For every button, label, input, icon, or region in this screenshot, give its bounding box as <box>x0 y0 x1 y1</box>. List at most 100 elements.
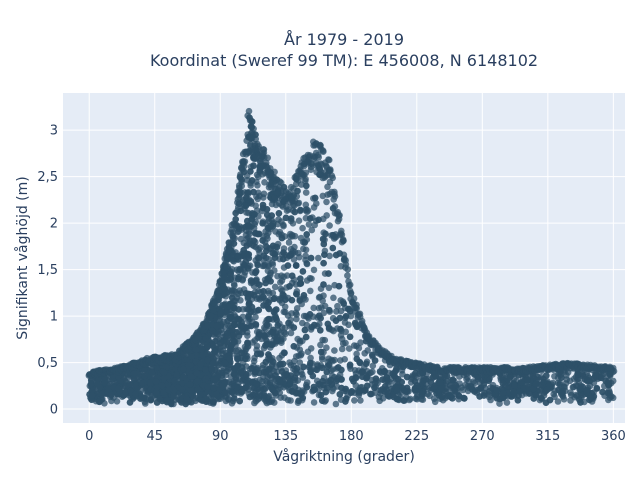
data-point <box>210 384 218 392</box>
data-point <box>271 267 278 274</box>
data-point <box>153 389 160 397</box>
data-point <box>342 261 350 268</box>
data-point <box>299 319 306 327</box>
data-point <box>344 272 351 279</box>
data-point <box>307 254 315 262</box>
data-point <box>329 244 337 252</box>
data-point <box>148 369 156 377</box>
data-point <box>328 172 336 179</box>
data-point <box>197 360 205 368</box>
data-point <box>247 277 255 284</box>
data-point <box>449 376 457 384</box>
data-point <box>238 322 245 330</box>
data-point <box>321 336 329 344</box>
data-point <box>526 390 533 397</box>
data-point <box>302 252 309 260</box>
data-point <box>259 237 266 244</box>
data-point <box>250 125 257 133</box>
data-point <box>254 261 261 269</box>
data-point <box>356 358 363 366</box>
data-point <box>236 397 243 405</box>
data-point <box>268 212 276 219</box>
data-point <box>300 363 307 371</box>
data-point <box>563 372 570 379</box>
data-point <box>309 372 317 380</box>
data-point <box>452 382 460 389</box>
data-point <box>224 329 231 337</box>
data-point <box>293 193 301 200</box>
chart-title-line-2: Koordinat (Sweref 99 TM): E 456008, N 61… <box>150 51 538 70</box>
data-point <box>252 243 260 251</box>
data-point <box>287 215 295 222</box>
data-point <box>230 338 238 346</box>
data-point <box>308 226 316 234</box>
data-point <box>332 400 340 408</box>
data-point <box>284 262 292 269</box>
data-point <box>325 284 333 292</box>
data-point <box>263 206 271 213</box>
data-point <box>101 378 108 386</box>
data-point <box>464 374 471 381</box>
data-point <box>292 353 300 360</box>
data-point <box>274 272 281 280</box>
data-point <box>170 386 178 394</box>
data-point <box>239 328 246 336</box>
data-point <box>341 356 349 363</box>
data-point <box>337 332 345 339</box>
data-point <box>323 344 330 352</box>
data-point <box>307 287 314 295</box>
data-point <box>265 351 272 358</box>
data-point <box>311 142 319 149</box>
data-point <box>241 158 249 165</box>
data-point <box>152 378 160 386</box>
data-point <box>291 374 299 382</box>
grid-lines <box>63 93 625 423</box>
data-point <box>569 383 577 391</box>
data-point <box>567 397 574 404</box>
data-point <box>283 371 291 378</box>
data-point <box>316 320 323 328</box>
data-point <box>277 360 284 368</box>
data-point <box>331 203 339 210</box>
data-point <box>310 399 318 406</box>
data-point <box>98 391 106 398</box>
data-point <box>277 279 284 286</box>
data-point <box>194 378 201 385</box>
data-point <box>493 386 500 394</box>
data-point <box>363 373 371 381</box>
data-point <box>331 356 338 364</box>
data-point <box>249 339 256 346</box>
data-point <box>593 385 601 392</box>
data-point <box>226 355 233 363</box>
data-point <box>487 396 494 404</box>
data-point <box>280 187 287 195</box>
data-point <box>208 365 216 373</box>
data-point <box>262 279 269 287</box>
data-point <box>326 306 333 314</box>
data-point <box>279 255 287 263</box>
data-point <box>282 296 289 304</box>
data-point <box>269 242 277 250</box>
data-point <box>288 296 296 304</box>
data-point <box>598 374 605 382</box>
data-point <box>426 392 433 400</box>
data-point <box>320 148 327 155</box>
data-point <box>126 399 134 406</box>
data-point <box>280 273 288 281</box>
data-point <box>351 367 359 374</box>
data-point <box>242 371 250 378</box>
data-point <box>282 330 289 338</box>
data-point <box>346 333 354 341</box>
data-point <box>98 396 105 403</box>
data-point <box>275 210 283 217</box>
data-point <box>554 398 562 405</box>
data-point <box>317 348 325 356</box>
data-point <box>243 194 250 201</box>
data-point <box>240 168 248 175</box>
data-point <box>246 240 253 247</box>
data-point <box>236 173 244 180</box>
data-point <box>299 268 307 275</box>
data-point <box>301 239 309 246</box>
data-point <box>323 198 330 206</box>
data-point <box>367 390 374 398</box>
